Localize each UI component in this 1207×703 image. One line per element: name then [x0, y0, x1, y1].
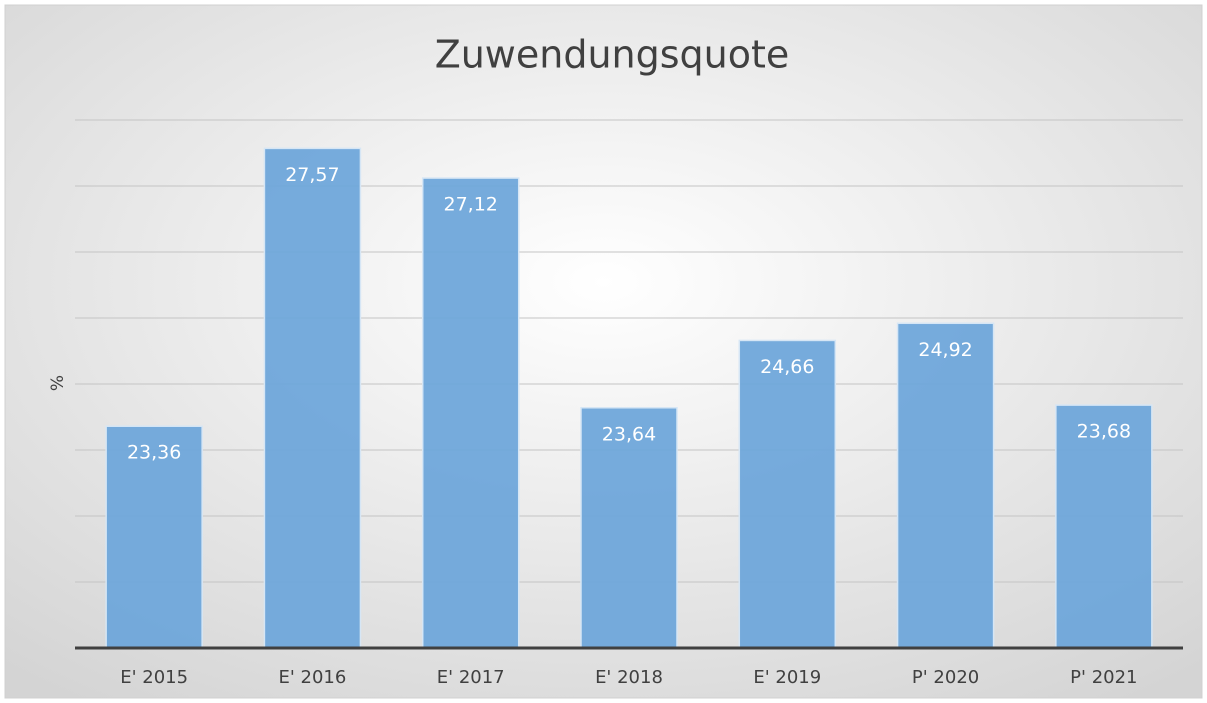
data-label: 27,12	[444, 194, 498, 216]
x-tick-label: P' 2021	[1070, 667, 1137, 688]
x-tick-label: E' 2016	[278, 667, 346, 688]
chart-title: Zuwendungsquote	[435, 33, 790, 77]
y-axis-label: %	[48, 375, 68, 391]
data-label: 24,92	[918, 339, 972, 361]
x-tick-label: E' 2019	[753, 667, 821, 688]
bar	[421, 177, 520, 649]
x-tick-label: E' 2017	[437, 667, 505, 688]
data-label: 24,66	[760, 356, 814, 378]
x-tick-label: P' 2020	[912, 667, 979, 688]
bar	[896, 322, 995, 649]
bar	[738, 339, 837, 649]
data-label: 23,36	[127, 442, 181, 464]
data-label: 23,64	[602, 423, 656, 445]
x-tick-label: E' 2015	[120, 667, 188, 688]
bar	[263, 147, 362, 649]
x-tick-label: E' 2018	[595, 667, 663, 688]
data-label: 23,68	[1077, 421, 1131, 443]
data-label: 27,57	[285, 164, 339, 186]
